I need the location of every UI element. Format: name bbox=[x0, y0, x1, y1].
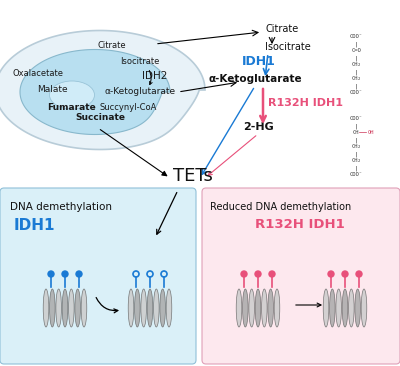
Ellipse shape bbox=[355, 289, 360, 327]
Ellipse shape bbox=[75, 289, 80, 327]
Ellipse shape bbox=[348, 289, 354, 327]
Text: CH₂: CH₂ bbox=[351, 75, 361, 81]
Text: CH: CH bbox=[353, 130, 359, 134]
Text: Citrate: Citrate bbox=[98, 41, 126, 49]
Circle shape bbox=[328, 271, 334, 277]
Text: CH₂: CH₂ bbox=[351, 143, 361, 149]
Circle shape bbox=[76, 271, 82, 277]
Ellipse shape bbox=[128, 289, 134, 327]
Circle shape bbox=[342, 271, 348, 277]
FancyBboxPatch shape bbox=[0, 188, 196, 364]
Text: R132H IDH1: R132H IDH1 bbox=[268, 98, 342, 108]
Ellipse shape bbox=[330, 289, 335, 327]
FancyBboxPatch shape bbox=[202, 188, 400, 364]
Text: |: | bbox=[354, 69, 358, 75]
FancyArrowPatch shape bbox=[96, 298, 118, 313]
Text: Isocitrate: Isocitrate bbox=[120, 57, 160, 67]
Text: |: | bbox=[354, 165, 358, 171]
Ellipse shape bbox=[62, 289, 68, 327]
Ellipse shape bbox=[262, 289, 267, 327]
Text: |: | bbox=[354, 123, 358, 129]
Circle shape bbox=[269, 271, 275, 277]
Text: 2-HG: 2-HG bbox=[243, 122, 273, 132]
Text: Fumarate: Fumarate bbox=[48, 104, 96, 112]
Circle shape bbox=[241, 271, 247, 277]
Text: |: | bbox=[354, 83, 358, 89]
Text: |: | bbox=[354, 151, 358, 157]
Ellipse shape bbox=[255, 289, 261, 327]
Text: CH₂: CH₂ bbox=[351, 61, 361, 67]
FancyArrowPatch shape bbox=[149, 71, 152, 85]
Text: R132H IDH1: R132H IDH1 bbox=[255, 218, 345, 231]
Text: C=O: C=O bbox=[351, 48, 361, 52]
Ellipse shape bbox=[154, 289, 159, 327]
Ellipse shape bbox=[336, 289, 342, 327]
Text: COO⁻: COO⁻ bbox=[350, 172, 362, 176]
Circle shape bbox=[62, 271, 68, 277]
Ellipse shape bbox=[141, 289, 146, 327]
Text: OH: OH bbox=[368, 130, 374, 134]
Ellipse shape bbox=[236, 289, 242, 327]
Ellipse shape bbox=[147, 289, 153, 327]
Circle shape bbox=[48, 271, 54, 277]
Circle shape bbox=[356, 271, 362, 277]
Text: IDH1: IDH1 bbox=[242, 55, 276, 68]
Ellipse shape bbox=[134, 289, 140, 327]
Text: |: | bbox=[354, 55, 358, 61]
Ellipse shape bbox=[361, 289, 367, 327]
Text: α-Ketoglutarate: α-Ketoglutarate bbox=[104, 87, 176, 97]
Text: Malate: Malate bbox=[37, 86, 67, 94]
Text: COO⁻: COO⁻ bbox=[350, 116, 362, 120]
Text: Reduced DNA demethylation: Reduced DNA demethylation bbox=[210, 202, 351, 212]
Text: IDH1: IDH1 bbox=[14, 218, 56, 233]
Text: Citrate: Citrate bbox=[265, 24, 298, 34]
Text: Succinate: Succinate bbox=[75, 113, 125, 123]
Polygon shape bbox=[0, 30, 205, 149]
Text: CH₂: CH₂ bbox=[351, 157, 361, 163]
Ellipse shape bbox=[274, 289, 280, 327]
Ellipse shape bbox=[50, 81, 94, 109]
Ellipse shape bbox=[323, 289, 329, 327]
Text: DNA demethylation: DNA demethylation bbox=[10, 202, 112, 212]
Ellipse shape bbox=[81, 289, 87, 327]
Ellipse shape bbox=[166, 289, 172, 327]
Ellipse shape bbox=[43, 289, 49, 327]
Ellipse shape bbox=[160, 289, 166, 327]
Ellipse shape bbox=[68, 289, 74, 327]
Ellipse shape bbox=[342, 289, 348, 327]
Text: TETs: TETs bbox=[173, 167, 213, 185]
Text: Oxalacetate: Oxalacetate bbox=[12, 68, 64, 78]
Ellipse shape bbox=[50, 289, 55, 327]
Text: Isocitrate: Isocitrate bbox=[265, 42, 311, 52]
Ellipse shape bbox=[249, 289, 254, 327]
Text: Succynyl-CoA: Succynyl-CoA bbox=[99, 104, 157, 112]
Ellipse shape bbox=[56, 289, 62, 327]
Text: IDH2: IDH2 bbox=[142, 71, 168, 81]
Ellipse shape bbox=[242, 289, 248, 327]
Text: |: | bbox=[354, 41, 358, 47]
Circle shape bbox=[255, 271, 261, 277]
Text: COO⁻: COO⁻ bbox=[350, 90, 362, 94]
Text: COO⁻: COO⁻ bbox=[350, 34, 362, 38]
Text: α-Ketoglutarate: α-Ketoglutarate bbox=[208, 74, 302, 84]
Text: |: | bbox=[354, 137, 358, 143]
Polygon shape bbox=[20, 49, 170, 134]
Ellipse shape bbox=[268, 289, 274, 327]
